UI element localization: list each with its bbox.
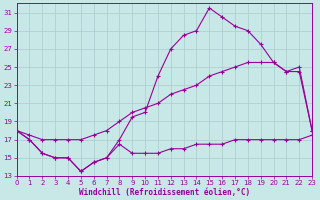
X-axis label: Windchill (Refroidissement éolien,°C): Windchill (Refroidissement éolien,°C) xyxy=(79,188,250,197)
